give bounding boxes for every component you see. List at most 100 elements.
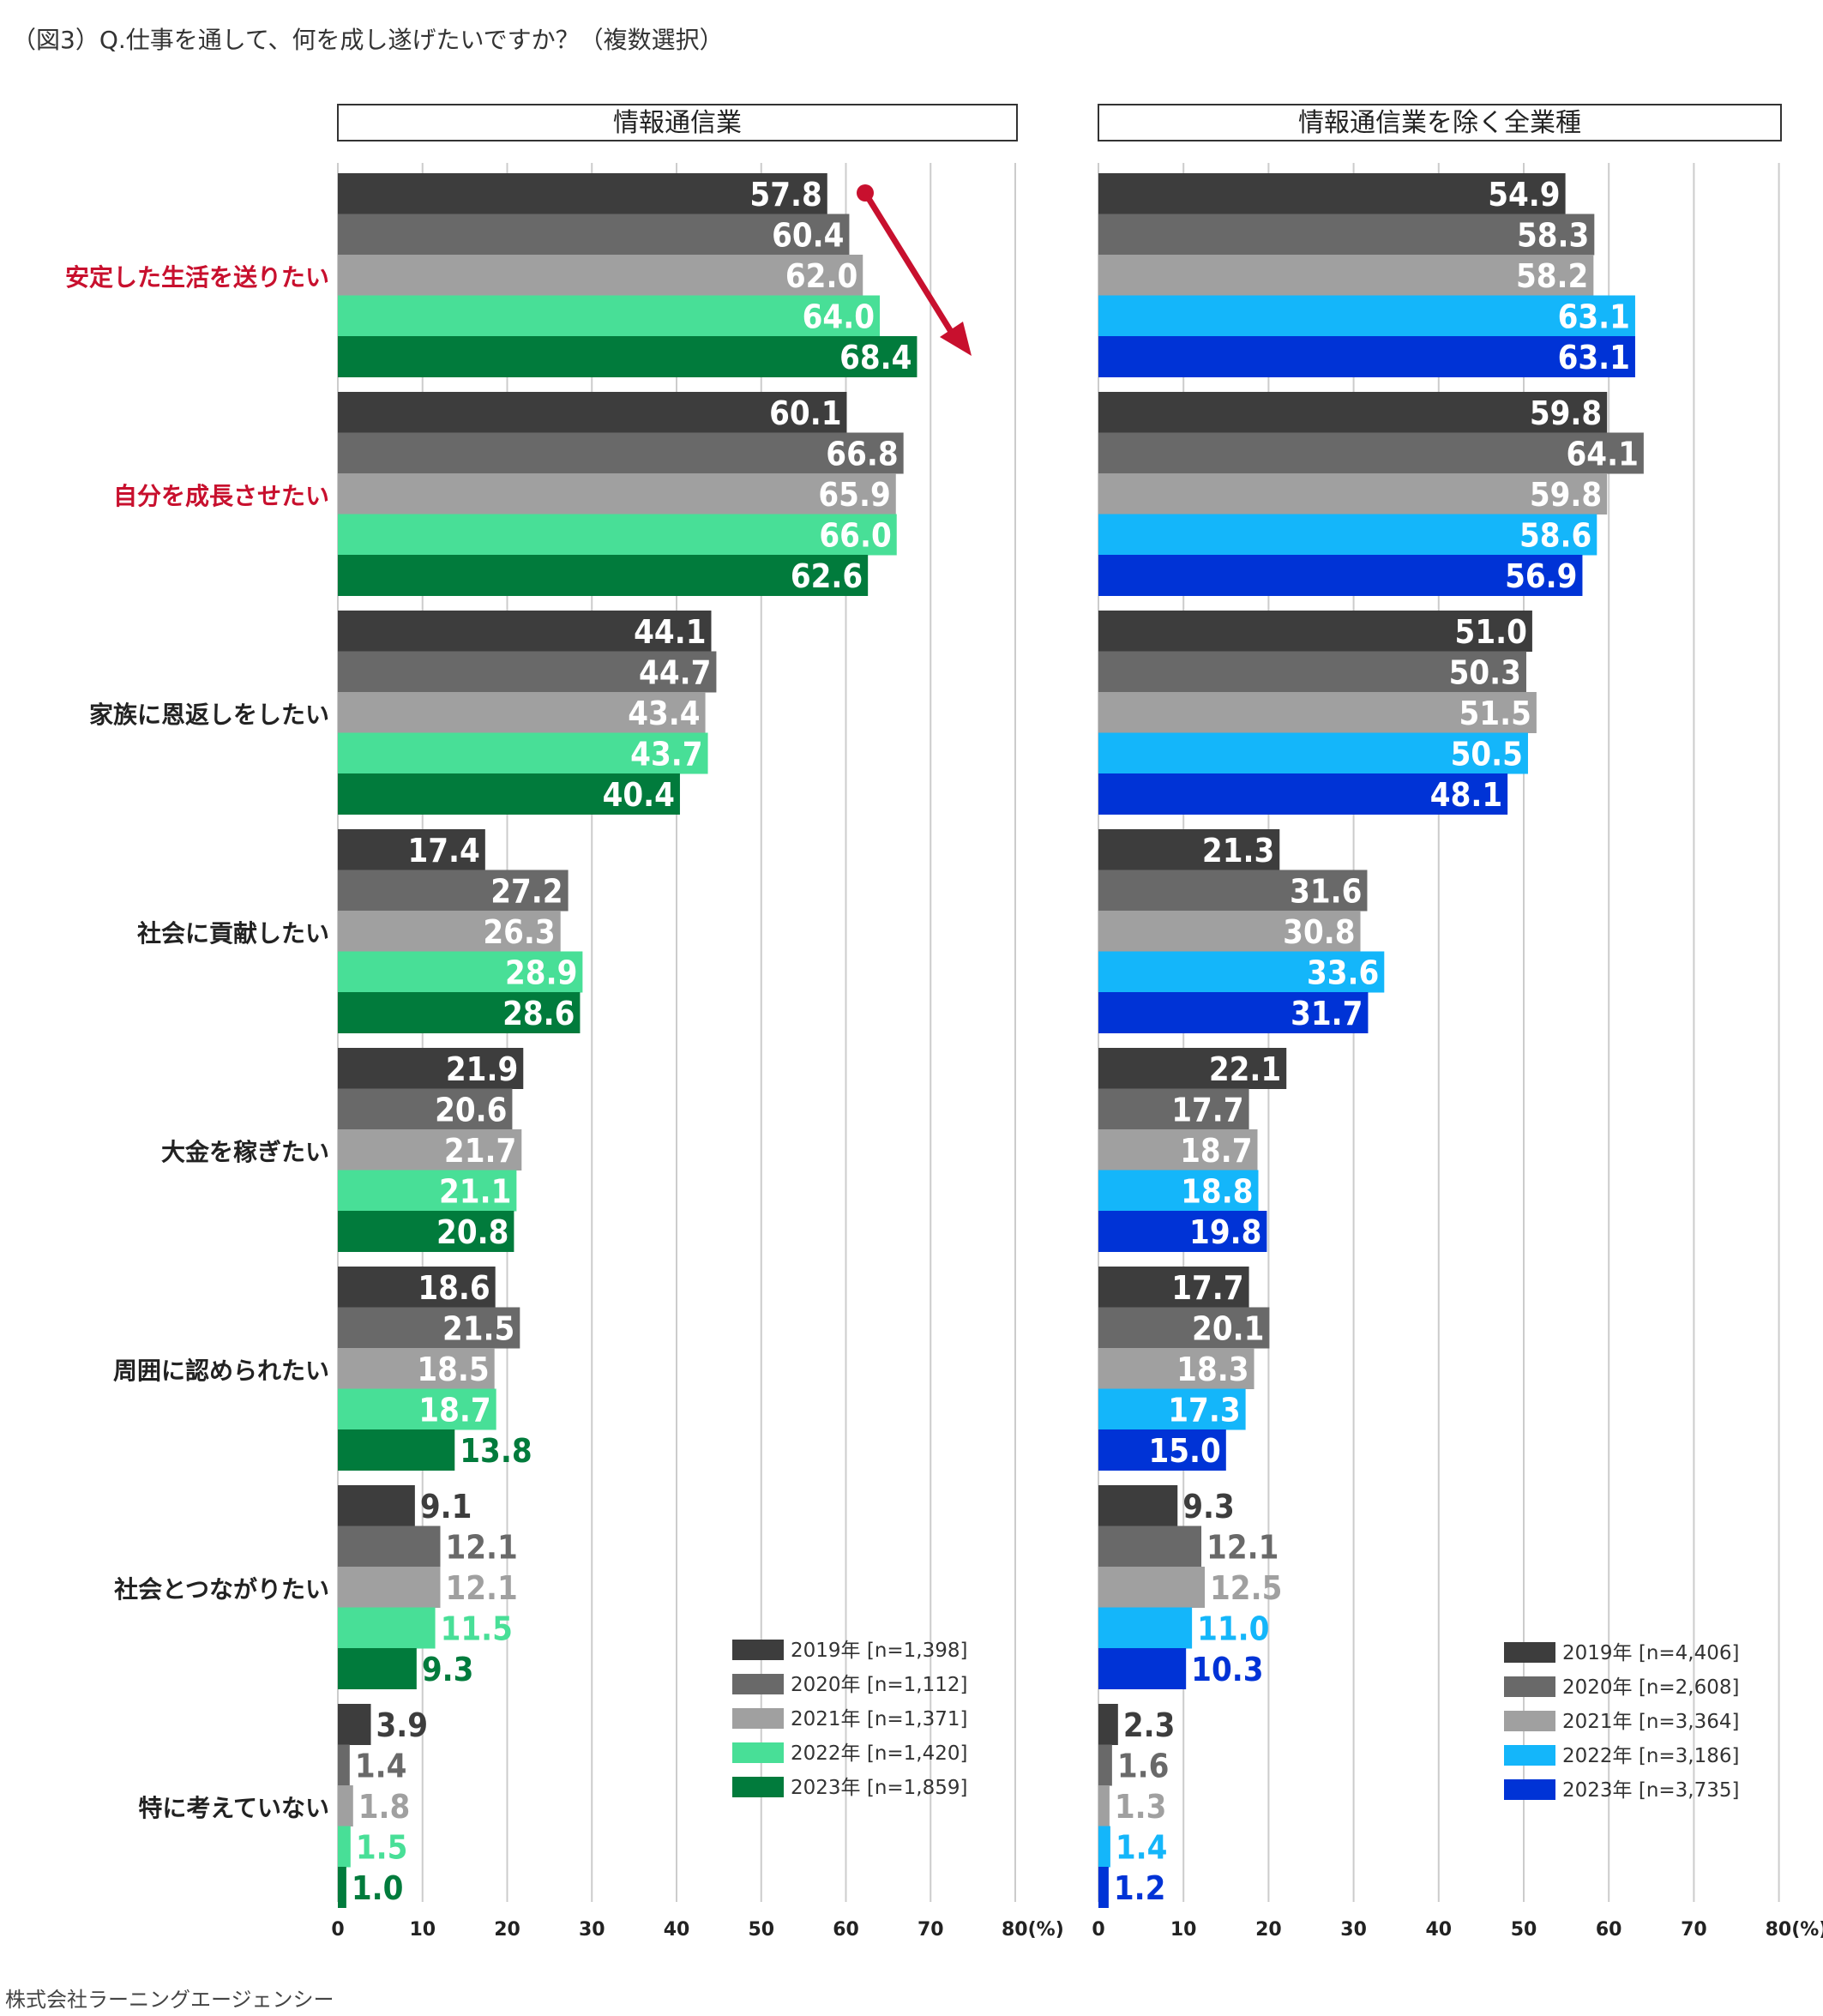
legend-swatch (1504, 1745, 1555, 1766)
bar (1098, 1388, 1246, 1430)
bar (1098, 1348, 1254, 1389)
bar (1098, 992, 1369, 1033)
bar-value-label: 60.1 (769, 394, 841, 432)
bar-value-label: 58.6 (1519, 517, 1591, 555)
bar (1098, 870, 1368, 912)
bar (338, 1048, 524, 1089)
bar (338, 1307, 520, 1349)
bar (338, 1129, 522, 1170)
bar-value-label: 63.1 (1558, 298, 1630, 336)
bar (338, 870, 569, 912)
legend-label: 2022年 [n=1,420] (791, 1742, 967, 1765)
legend-swatch (1504, 1642, 1555, 1663)
bar-value-label: 18.5 (417, 1351, 489, 1388)
bar-value-label: 28.9 (505, 954, 577, 992)
bar (338, 1785, 353, 1826)
bar (338, 555, 869, 596)
bar-value-label: 31.7 (1291, 995, 1363, 1032)
bar-value-label: 63.1 (1558, 339, 1630, 376)
legend-swatch (1504, 1711, 1555, 1731)
x-tick-label: 50 (1511, 1919, 1537, 1941)
category-label: 家族に恩返しをしたい (89, 701, 329, 729)
bar-value-label: 1.0 (352, 1869, 404, 1907)
bar-value-label: 12.1 (1206, 1529, 1279, 1567)
bar-value-label: 21.7 (444, 1132, 516, 1170)
legend-label: 2023年 [n=3,735] (1562, 1779, 1739, 1802)
panel-header-box (1098, 104, 1782, 141)
bar (338, 651, 717, 693)
bar-value-label: 30.8 (1283, 913, 1355, 951)
bar-value-label: 28.6 (502, 995, 575, 1032)
bar-value-label: 66.0 (819, 517, 891, 555)
bar (338, 336, 918, 377)
bar (338, 432, 904, 474)
category-label: 自分を成長させたい (113, 482, 329, 510)
bar-value-label: 1.4 (1116, 1829, 1168, 1867)
bar (1098, 336, 1635, 377)
bar-value-label: 18.7 (418, 1392, 490, 1429)
legend-swatch (732, 1640, 784, 1660)
legend-swatch (732, 1777, 784, 1797)
bar-value-label: 17.7 (1171, 1092, 1243, 1129)
bar (338, 773, 680, 815)
bar-value-label: 31.6 (1290, 873, 1362, 911)
bar (338, 732, 708, 774)
x-tick-label: 10 (409, 1919, 436, 1941)
bar-value-label: 15.0 (1148, 1432, 1220, 1470)
bar (1098, 1211, 1267, 1252)
bar (338, 1088, 513, 1130)
category-label: 安定した生活を送りたい (65, 263, 329, 292)
bar (338, 1485, 415, 1526)
bar-value-label: 1.3 (1115, 1788, 1167, 1826)
bar (1098, 392, 1608, 433)
bar (338, 1567, 441, 1608)
trend-arrow (857, 184, 972, 356)
bar-value-label: 59.8 (1530, 394, 1602, 432)
panel-title: 情報通信業を除く全業種 (1298, 108, 1581, 138)
x-tick-label: 70 (918, 1919, 944, 1941)
bar (338, 911, 561, 952)
bar (1098, 1485, 1178, 1526)
bar-value-label: 64.1 (1567, 436, 1639, 473)
bar (338, 1648, 417, 1689)
x-tick-label: 0 (1092, 1919, 1104, 1941)
bar-value-label: 12.5 (1210, 1569, 1282, 1607)
bar (338, 1170, 517, 1212)
bar-value-label: 33.6 (1307, 954, 1379, 992)
bar (338, 829, 485, 870)
bar-value-label: 21.5 (442, 1310, 514, 1348)
bar-value-label: 17.3 (1168, 1392, 1240, 1429)
category-label: 大金を稼ぎたい (161, 1138, 329, 1166)
bar (338, 392, 847, 433)
bar (1098, 1170, 1259, 1212)
bar-value-label: 43.7 (630, 736, 702, 773)
panel-title: 情報通信業 (613, 108, 742, 138)
category-label: 周囲に認められたい (113, 1357, 329, 1385)
bar-value-label: 1.8 (358, 1788, 411, 1826)
bar-value-label: 18.8 (1181, 1173, 1253, 1211)
bar-value-label: 50.3 (1449, 654, 1521, 692)
bar-value-label: 57.8 (749, 176, 821, 214)
bar-value-label: 27.2 (490, 873, 563, 911)
bar-value-label: 9.3 (1182, 1488, 1235, 1526)
bar (1098, 1129, 1258, 1170)
legend-label: 2023年 [n=1,859] (791, 1777, 967, 1799)
bar-value-label: 58.2 (1516, 257, 1588, 295)
bar-value-label: 21.9 (446, 1050, 518, 1088)
bar-value-label: 18.3 (1176, 1351, 1248, 1388)
bar (1098, 1704, 1118, 1745)
arrow-head (940, 322, 972, 356)
bar (1098, 173, 1566, 214)
bar (338, 214, 850, 256)
bar (1098, 514, 1597, 556)
x-tick-label: 30 (1340, 1919, 1367, 1941)
x-tick-label: 30 (579, 1919, 605, 1941)
bar-value-label: 9.3 (422, 1651, 474, 1688)
x-tick-label: 70 (1681, 1919, 1707, 1941)
bar (1098, 1607, 1193, 1649)
bar-value-label: 66.8 (826, 436, 898, 473)
bar (1098, 1048, 1287, 1089)
figure-title: （図3）Q.仕事を通して、何を成し遂げたいですか？（複数選択） (12, 26, 724, 54)
bar-value-label: 44.7 (639, 654, 711, 692)
